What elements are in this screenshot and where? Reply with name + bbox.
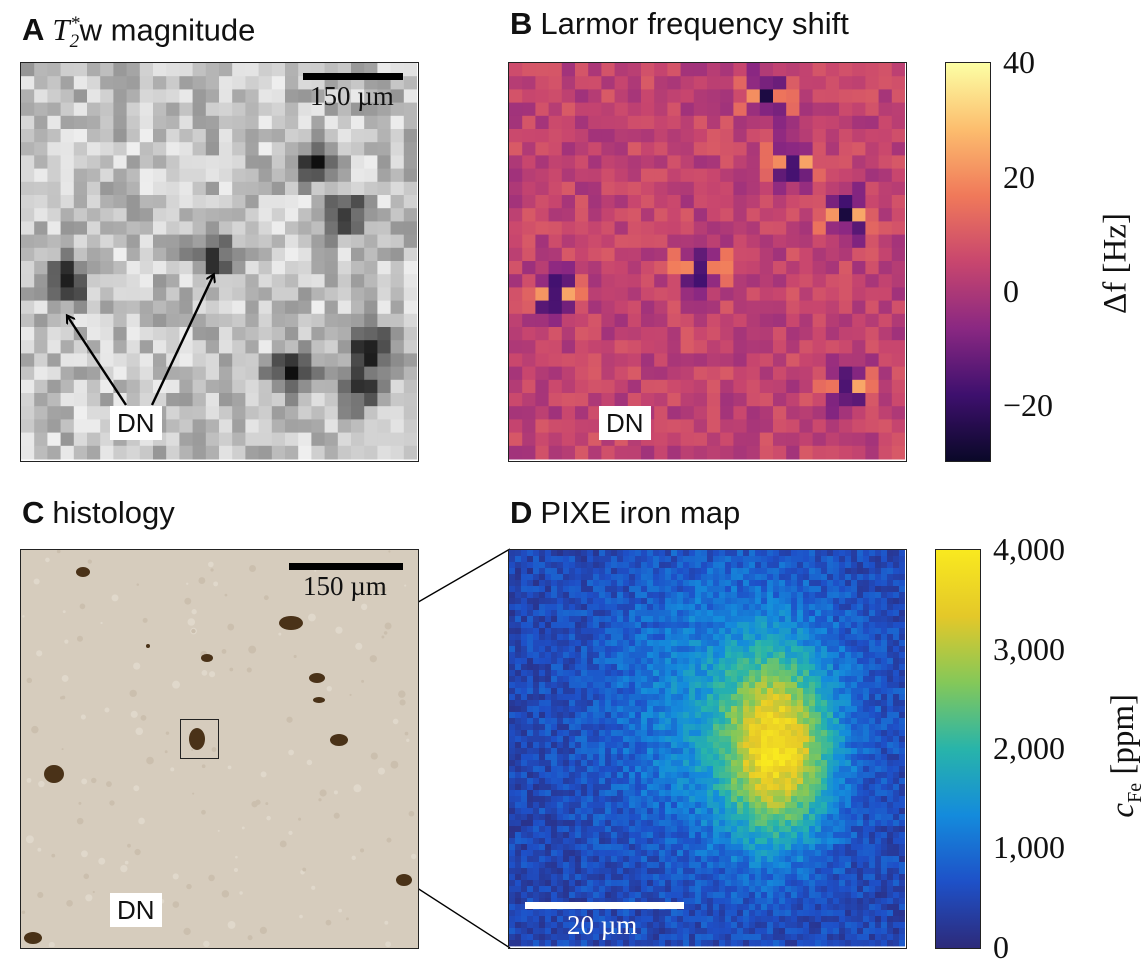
- cbar-d-tick: 2,000: [993, 730, 1065, 766]
- panel-d-title-text: PIXE iron map: [540, 495, 741, 530]
- panel-a-image: 150 µm: [20, 62, 419, 462]
- panel-d-scalebar: [525, 902, 684, 909]
- t2-symbol: T2*: [52, 12, 80, 53]
- panel-a-letter: A: [22, 12, 45, 48]
- cbar-b-tick: −20: [1003, 387, 1054, 423]
- panel-a-title-text: w magnitude: [79, 12, 256, 48]
- panel-d-letter: D: [510, 495, 533, 530]
- panel-c-dn-label: DN: [110, 893, 162, 927]
- cbar-b-tick: 20: [1003, 159, 1035, 195]
- histology-section: [21, 550, 417, 947]
- panel-c-scalebar-label: 150 µm: [303, 571, 387, 601]
- pixe-iron-map: [509, 550, 905, 947]
- cbar-d-tick: 0: [993, 929, 1009, 965]
- cbar-d-tick: 1,000: [993, 829, 1065, 865]
- panel-c-image: 150 µm: [20, 549, 419, 949]
- cbar-d-tick: 4,000: [993, 531, 1065, 567]
- cbar-b-tick: 40: [1003, 44, 1035, 80]
- panel-b-image: [508, 62, 907, 462]
- panel-b-colorbar: [945, 62, 991, 462]
- panel-a-dn-label: DN: [110, 406, 162, 440]
- panel-c-scalebar: [289, 563, 403, 570]
- panel-b-letter: B: [510, 6, 533, 41]
- cbar-b-tick: 0: [1003, 273, 1019, 309]
- zoom-region-box: [180, 719, 219, 759]
- t2w-magnitude-map: [21, 63, 417, 460]
- panel-c-letter: C: [22, 495, 45, 530]
- panel-a-scalebar: [303, 73, 403, 80]
- panel-d-image: 20 µm: [508, 549, 907, 949]
- cbar-d-tick: 3,000: [993, 631, 1065, 667]
- panel-b-dn-label: DN: [599, 406, 651, 440]
- panel-c-title-text: histology: [52, 495, 175, 530]
- panel-d-scalebar-label: 20 µm: [567, 910, 638, 940]
- panel-a-scalebar-label: 150 µm: [310, 81, 394, 111]
- larmor-frequency-map: [509, 63, 905, 460]
- panel-b-title-text: Larmor frequency shift: [540, 6, 849, 41]
- panel-b-title: B Larmor frequency shift: [510, 6, 849, 42]
- panel-d-colorbar: [935, 549, 981, 949]
- panel-d-title: D PIXE iron map: [510, 495, 740, 531]
- panel-a-title: A T2*w magnitude: [22, 6, 255, 61]
- panel-b-colorbar-label: Δf [Hz]: [1097, 213, 1134, 314]
- panel-d-colorbar-label: cFe [ppm]: [1105, 694, 1145, 818]
